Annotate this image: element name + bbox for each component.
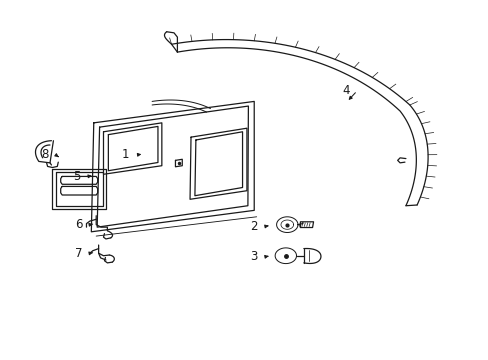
Text: 6: 6 [75,218,83,231]
Text: 3: 3 [250,250,257,263]
Text: 7: 7 [75,247,83,260]
Text: 5: 5 [73,170,81,183]
Text: 8: 8 [41,148,49,162]
Text: 1: 1 [122,148,129,162]
Text: 4: 4 [342,84,349,97]
Text: 2: 2 [250,220,258,233]
